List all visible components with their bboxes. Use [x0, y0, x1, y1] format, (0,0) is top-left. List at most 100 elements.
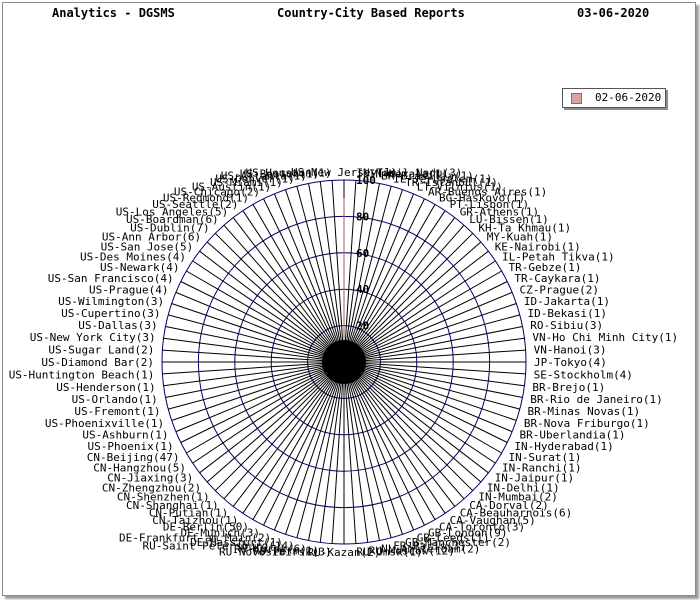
spoke-line	[296, 361, 345, 538]
category-label: NL-Amsterdam(2)	[381, 542, 480, 555]
spoke-line	[296, 186, 345, 363]
category-label: GB-London(9)	[428, 526, 507, 539]
spoke-line	[343, 361, 380, 541]
category-label: BR-Rio de Janeiro(1)	[530, 393, 662, 406]
spoke-line	[343, 291, 513, 363]
spoke-line	[199, 250, 345, 363]
spoke-line	[343, 361, 415, 531]
category-label: CA-Dorval(2)	[469, 499, 548, 512]
category-label: CZ-Prague(2)	[520, 283, 599, 296]
r-tick-label: 80	[356, 210, 369, 223]
category-label: BR-Minas Novas(1)	[528, 405, 641, 418]
category-label: US-Ashburn(1)	[82, 429, 168, 442]
category-label: TR-Caykara(1)	[514, 272, 600, 285]
spoke-line	[171, 303, 345, 363]
spoke-line	[223, 361, 345, 500]
category-label: US-San Jose(5)	[101, 240, 194, 253]
category-label: AR-Buenos Aires(1)	[428, 186, 547, 199]
category-label: BG-Haskovo(1)	[439, 192, 525, 205]
spoke-line	[163, 337, 345, 363]
spoke-line	[252, 204, 345, 363]
report-title: Country-City Based Reports	[277, 6, 465, 20]
category-label: IL-Petah Tikva(1)	[502, 250, 615, 263]
category-label: US-Ann Arbor(6)	[102, 231, 201, 244]
category-label: RU-Moscow(12)	[369, 544, 455, 557]
category-label: ID-Bekasi(1)	[528, 307, 607, 320]
spoke-line	[343, 232, 474, 363]
spoke-line	[319, 361, 345, 543]
category-label: TR-Istanbul(1)	[405, 176, 498, 189]
spoke-line	[263, 361, 345, 526]
spoke-line	[343, 361, 502, 454]
spoke-line	[343, 337, 525, 363]
spoke-line	[343, 303, 517, 363]
spoke-line	[162, 361, 345, 375]
spoke-line	[331, 361, 345, 544]
spoke-line	[343, 198, 425, 363]
category-label: SE-Stockholm(4)	[534, 368, 633, 381]
category-label: TR-Gebze(1)	[509, 261, 582, 274]
spoke-line	[343, 241, 482, 363]
spoke-line	[162, 349, 345, 363]
spoke-line	[165, 361, 345, 398]
category-label: KE-Nairobi(1)	[495, 240, 581, 253]
spoke-line	[343, 361, 526, 375]
spoke-line	[343, 361, 392, 538]
category-label: RU-Saint Petersburg(14)	[142, 540, 294, 553]
category-label: CA-Toronto(3)	[439, 521, 525, 534]
spoke-line	[343, 361, 446, 514]
spoke-line	[343, 361, 489, 474]
spoke-line	[168, 361, 345, 410]
category-label: IN-Hyderabad(1)	[514, 440, 613, 453]
spoke-line	[308, 361, 345, 541]
category-label: US-Seattle(2)	[152, 198, 238, 211]
spoke-line	[242, 361, 345, 514]
spoke-line	[343, 361, 513, 433]
category-label: CA-Beauharnois(6)	[460, 507, 573, 520]
category-label: CN-Putian(1)	[149, 507, 228, 520]
category-label: US-Des Moines(4)	[80, 250, 186, 263]
spoke-line	[343, 361, 517, 421]
report-date: 03-06-2020	[577, 6, 650, 20]
spoke-line	[343, 210, 446, 363]
category-label: DE-Berlin(50)	[163, 521, 249, 534]
spoke-line	[343, 349, 526, 363]
category-label: US-Dallas(3)	[78, 319, 157, 332]
spoke-line	[223, 224, 345, 363]
spoke-line	[199, 361, 345, 474]
category-label: US-Chicago(2)	[174, 186, 260, 199]
category-label: RU-Novosibirsk(3)	[219, 546, 332, 559]
category-label: US-Dublin(7)	[130, 222, 209, 235]
category-label: DE-Munich(3)	[181, 526, 260, 539]
spoke-line	[343, 186, 392, 363]
category-label: RU-Omsk(1)	[356, 546, 422, 559]
spoke-line	[273, 361, 345, 531]
category-label: US-Houston(1)	[246, 166, 332, 179]
spoke-line	[186, 270, 345, 363]
spoke-line	[343, 260, 496, 363]
spoke-line	[343, 361, 508, 443]
spoke-line	[343, 361, 403, 535]
spoke-line	[192, 260, 345, 363]
spoke-line	[180, 361, 345, 443]
category-label: DE-Hassfurt(1)	[190, 536, 283, 549]
spoke-line	[308, 183, 345, 363]
category-label: BR-Brejo(1)	[532, 381, 605, 394]
category-label: IN-Delhi(1)	[487, 481, 560, 494]
category-label: KH-Ta Khmau(1)	[478, 222, 571, 235]
spoke-line	[343, 361, 523, 398]
category-label: BR-Nova Friburgo(1)	[524, 417, 650, 430]
category-label: US-New Jersey(1)	[291, 166, 397, 179]
spoke-line	[273, 193, 345, 363]
category-label: BR-Uberlandia(1)	[520, 429, 626, 442]
r-tick-label: 20	[356, 320, 369, 333]
spoke-line	[192, 361, 345, 464]
spoke-line	[175, 361, 345, 433]
category-label: RU-Perm(1)	[253, 544, 319, 557]
category-label: IN-Mumbai(2)	[478, 490, 557, 503]
spoke-line	[343, 361, 520, 410]
category-label: US-Huntington Beach(1)	[9, 368, 155, 381]
category-label: IN-Ranchi(1)	[502, 462, 581, 475]
spoke-line	[206, 241, 345, 363]
spoke-line	[343, 361, 482, 483]
